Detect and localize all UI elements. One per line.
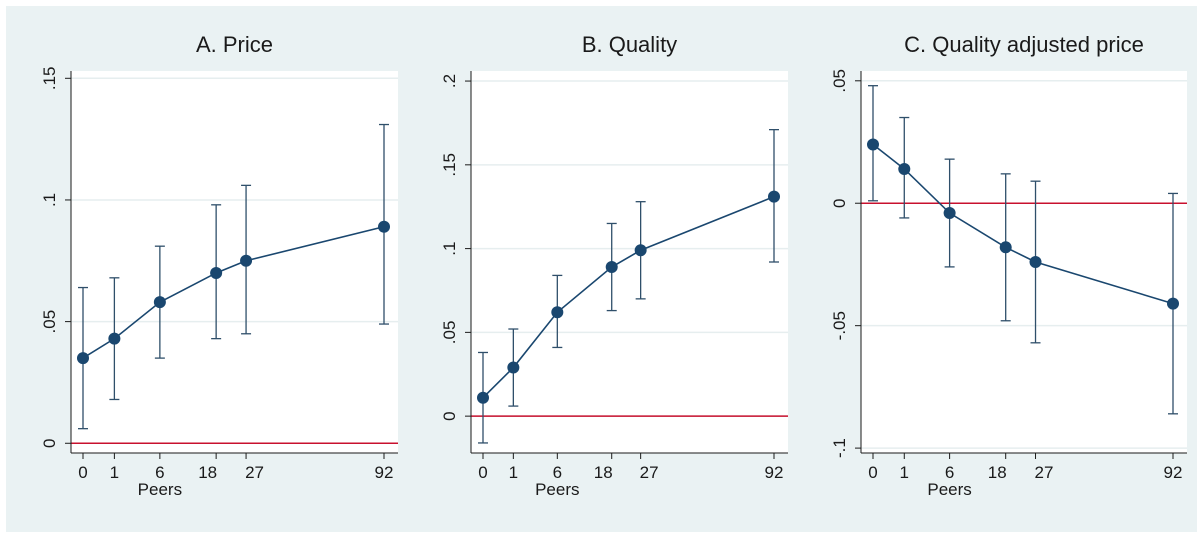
- y-tick-label-1-1: .05: [40, 310, 59, 334]
- x-tick-label-1-3: 18: [198, 463, 217, 482]
- chart-title-2: B. Quality: [582, 32, 677, 57]
- y-tick-label-2-0: 0: [440, 411, 459, 420]
- data-point-2-4: [634, 244, 647, 257]
- data-point-3-4: [1029, 256, 1042, 268]
- x-tick-label-2-2: 6: [553, 463, 562, 482]
- plot-area-1: [71, 71, 398, 453]
- x-tick-label-2-3: 18: [594, 463, 613, 482]
- x-tick-label-1-5: 92: [375, 463, 394, 482]
- x-tick-label-2-0: 0: [478, 463, 487, 482]
- data-point-3-5: [1167, 297, 1179, 310]
- figure-frame: 0 .05 .1 .15 0 1 6 18 27 92 Peers A. Price 0 .05 .1 .15…: [6, 6, 1197, 532]
- data-point-3-1: [898, 162, 911, 175]
- x-tick-label-2-1: 1: [509, 463, 518, 482]
- data-point-2-1: [507, 361, 520, 374]
- x-axis-label-1: Peers: [138, 480, 182, 499]
- data-point-2-5: [768, 190, 780, 203]
- y-tick-label-1-3: .15: [40, 66, 59, 90]
- x-axis-label-3: Peers: [927, 480, 971, 499]
- x-tick-label-3-3: 18: [988, 463, 1007, 482]
- data-point-3-2: [943, 207, 956, 220]
- y-tick-label-2-3: .15: [440, 153, 459, 177]
- data-point-1-1: [108, 332, 121, 345]
- x-tick-label-1-2: 6: [155, 463, 164, 482]
- x-tick-label-2-5: 92: [765, 463, 784, 482]
- x-axis-label-2: Peers: [535, 480, 579, 499]
- data-point-1-0: [77, 352, 89, 365]
- plot-area-3: [861, 71, 1187, 453]
- y-tick-label-2-1: .05: [440, 321, 459, 345]
- series-line-3: [872, 143, 1174, 305]
- x-tick-label-2-4: 27: [640, 463, 659, 482]
- y-tick-label-2-2: .1: [440, 242, 459, 256]
- x-tick-label-1-1: 1: [110, 463, 119, 482]
- x-tick-label-3-0: 0: [868, 463, 877, 482]
- plot-area-2: [471, 71, 788, 453]
- data-point-1-3: [210, 266, 223, 279]
- data-point-2-2: [551, 306, 564, 319]
- x-tick-label-1-4: 27: [245, 463, 264, 482]
- series-line-1: [82, 225, 385, 359]
- chart-title-1: A. Price: [196, 32, 273, 57]
- data-point-1-2: [153, 296, 166, 309]
- chart-title-3: C. Quality adjusted price: [904, 32, 1144, 57]
- data-point-2-0: [477, 391, 489, 404]
- y-tick-label-3-0: -.1: [830, 438, 849, 458]
- data-point-1-5: [378, 220, 390, 233]
- y-tick-label-1-2: .1: [40, 193, 59, 207]
- data-point-2-3: [605, 261, 618, 274]
- data-point-3-0: [867, 138, 879, 151]
- x-tick-label-3-2: 6: [945, 463, 954, 482]
- series-line-2: [482, 195, 775, 399]
- y-tick-label-1-0: 0: [40, 439, 59, 448]
- data-point-1-4: [240, 254, 253, 267]
- chart-figure: 0 .05 .1 .15 0 1 6 18 27 92 Peers A. Price 0 .05 .1 .15…: [40, 32, 1187, 499]
- x-tick-label-1-0: 0: [78, 463, 87, 482]
- y-tick-label-2-4: .2: [440, 74, 459, 88]
- y-tick-label-3-1: -.05: [830, 311, 849, 340]
- y-tick-label-3-2: 0: [830, 198, 849, 207]
- y-tick-label-3-3: .05: [830, 69, 849, 93]
- x-tick-label-3-4: 27: [1035, 463, 1054, 482]
- x-tick-label-3-5: 92: [1164, 463, 1183, 482]
- x-tick-label-3-1: 1: [900, 463, 909, 482]
- data-point-3-3: [999, 241, 1012, 254]
